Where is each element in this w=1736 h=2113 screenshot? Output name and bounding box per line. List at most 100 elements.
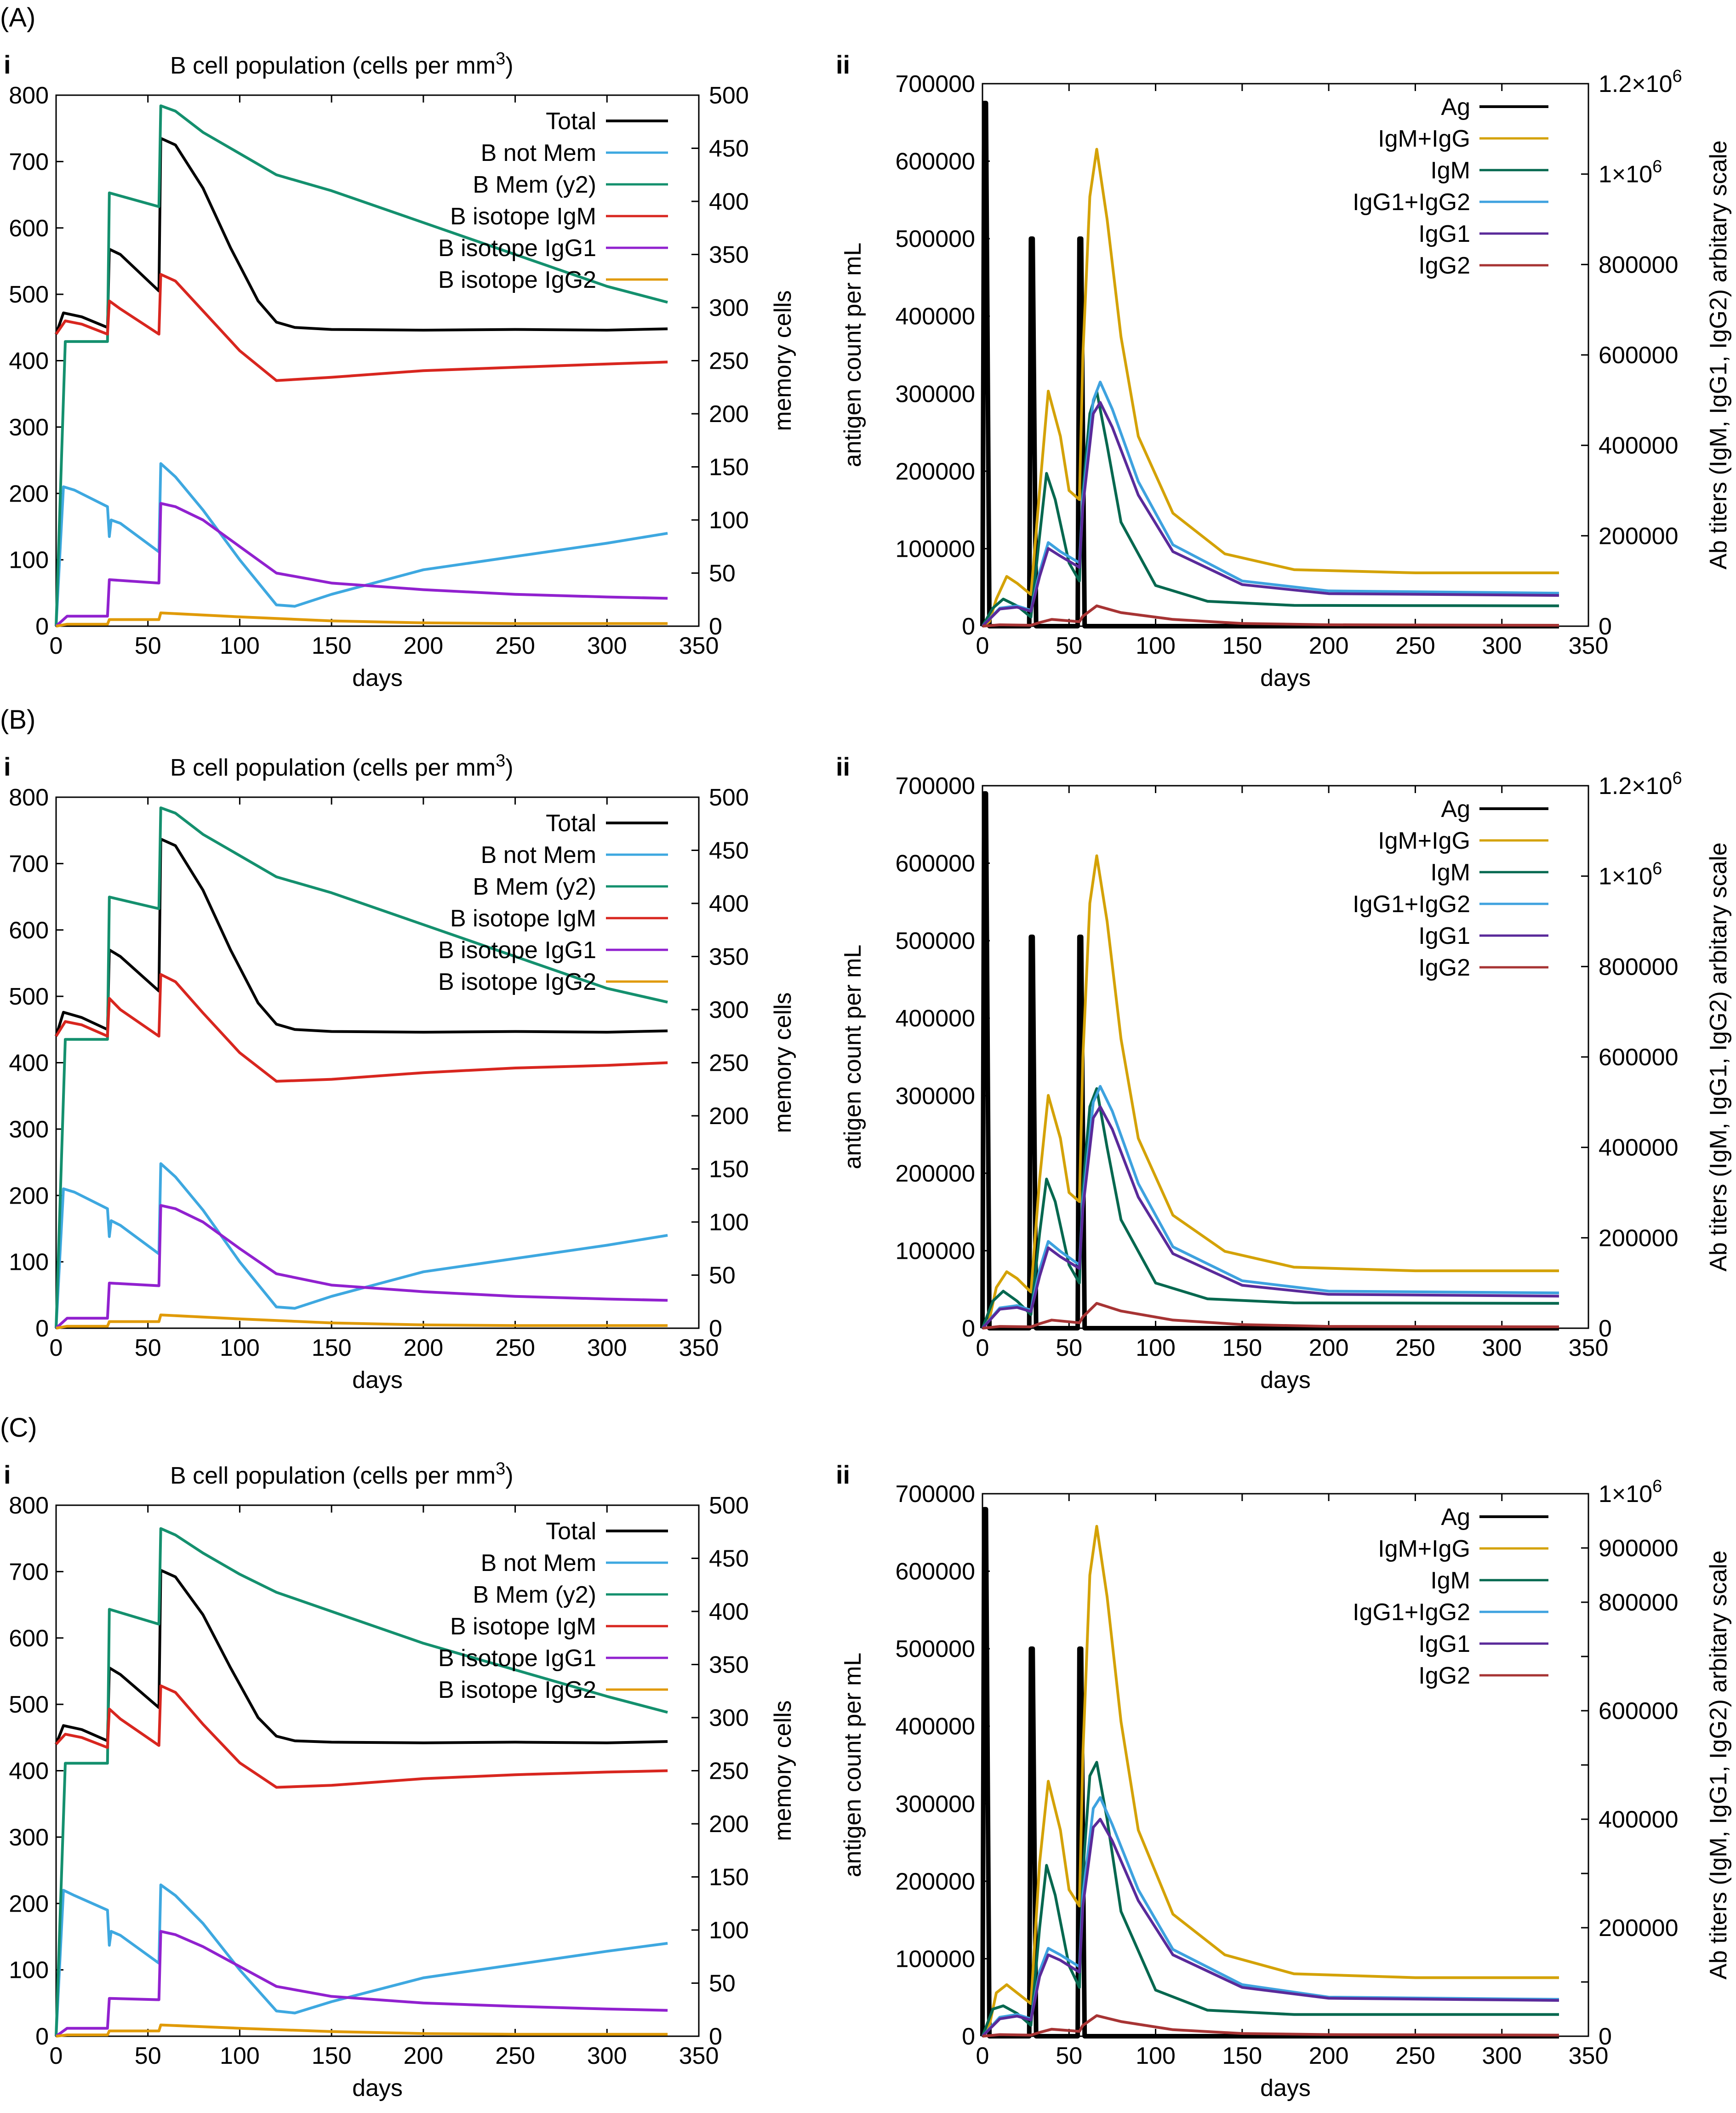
y-axis-label: antigen count per mL: [839, 945, 866, 1170]
legend-label: B not Mem: [481, 842, 596, 868]
x-tick-label: 100: [220, 633, 260, 659]
y2-tick-text: 300: [709, 1705, 749, 1731]
panel-label: (B): [0, 705, 35, 735]
y2-tick-text: 1×10: [1599, 1481, 1652, 1508]
y2-tick-text: 800000: [1599, 1589, 1679, 1616]
y-tick-label: 200000: [895, 458, 975, 485]
x-axis-label: days: [352, 2075, 403, 2102]
x-tick-label: 50: [135, 2043, 161, 2069]
series-line-ag: [980, 791, 1559, 1331]
x-tick-label: 350: [1569, 2043, 1609, 2069]
chart-i: i B cell population (cells per mm3) 0 50 100…: [4, 49, 796, 691]
panel-c: (C) i B cell population (cells per mm3) 0 50…: [0, 1413, 1732, 2102]
legend-label: B not Mem: [481, 140, 596, 166]
y-tick-label: 700000: [895, 773, 975, 800]
y2-tick-label: 900000: [1599, 1535, 1679, 1562]
y2-tick-label: 350: [709, 242, 749, 268]
y2-tick-label: 400: [709, 188, 749, 215]
y-tick-label: 300: [9, 414, 49, 441]
x-tick-label: 350: [1569, 633, 1609, 659]
y2-tick-text: 50: [709, 1970, 736, 1997]
y2-tick-label: 200000: [1599, 1915, 1679, 1942]
series-line-b-not-mem: [55, 462, 668, 627]
legend: Ag IgM+IgG IgM IgG1+IgG2 IgG1 IgG2: [1353, 796, 1548, 981]
x-tick-label: 350: [679, 2043, 719, 2069]
x-tick-label: 250: [495, 2043, 535, 2069]
y-tick-label: 500: [9, 281, 49, 308]
y2-tick-text: 450: [709, 136, 749, 162]
y-tick-label: 700000: [895, 1481, 975, 1508]
legend-label: B isotope IgG1: [438, 937, 596, 964]
chart-title-sup: 3: [496, 751, 505, 771]
chart-title: B cell population (cells per mm3): [170, 1459, 514, 1489]
series-line-igg1: [981, 1105, 1559, 1330]
y2-tick-label: 400000: [1599, 1806, 1679, 1833]
y2-tick-text: 150: [709, 454, 749, 481]
y-tick-label: 700: [9, 148, 49, 175]
y2-tick-label: 1×106: [1599, 1477, 1662, 1508]
legend-label: IgM: [1430, 859, 1470, 886]
y2-tick-label: 300: [709, 295, 749, 321]
y2-tick-label: 400: [709, 891, 749, 917]
y-tick-label: 300: [9, 1824, 49, 1851]
y2-tick-label: 400: [709, 1599, 749, 1625]
legend-label: IgM: [1430, 1567, 1470, 1594]
y-tick-label: 100: [9, 1249, 49, 1276]
y2-tick-text: 250: [709, 1050, 749, 1077]
y2-tick-label: 350: [709, 944, 749, 971]
y2-tick-label: 1×106: [1599, 859, 1662, 890]
y-tick-label: 700000: [895, 71, 975, 97]
x-tick-label: 300: [587, 2043, 627, 2069]
chart-title: B cell population (cells per mm3): [170, 49, 514, 79]
y2-tick-label: 800000: [1599, 1589, 1679, 1616]
y2-tick-label: 50: [709, 1262, 736, 1289]
y2-tick-label: 300: [709, 997, 749, 1023]
legend-label: IgG2: [1418, 954, 1470, 981]
y2-tick-label: 1×106: [1599, 157, 1662, 188]
x-tick-label: 150: [312, 1335, 352, 1361]
legend-label: B Mem (y2): [473, 171, 596, 198]
plot-frame: [55, 1504, 700, 2037]
y2-tick-text: 400: [709, 188, 749, 215]
y2-tick-text: 250: [709, 348, 749, 375]
y2-tick-label: 400000: [1599, 433, 1679, 459]
series-line-igm: [981, 389, 1559, 627]
x-tick-label: 250: [495, 633, 535, 659]
y2-tick-label: 200: [709, 1103, 749, 1130]
series-line-b-mem-y2-: [55, 806, 668, 1329]
legend-label: Total: [546, 810, 596, 837]
legend-label: Ag: [1441, 796, 1470, 822]
y2-tick-text: 200000: [1599, 1915, 1679, 1942]
y-tick-label: 600: [9, 1625, 49, 1652]
y-tick-label: 100: [9, 1957, 49, 1984]
y2-axis-label: memory cells: [770, 992, 796, 1133]
y-tick-label: 400: [9, 348, 49, 375]
legend-label: B isotope IgG1: [438, 235, 596, 262]
series-line-igm: [981, 1761, 1559, 2037]
y2-tick-label: 250: [709, 348, 749, 375]
y2-tick-label: 150: [709, 1864, 749, 1891]
x-tick-label: 200: [1309, 1335, 1349, 1361]
y2-tick-text: 150: [709, 1156, 749, 1183]
y2-tick-label: 300: [709, 1705, 749, 1731]
y-tick-label: 400000: [895, 303, 975, 330]
legend-label: B isotope IgM: [450, 1613, 596, 1640]
x-tick-label: 50: [1056, 633, 1082, 659]
series-group: [980, 101, 1559, 628]
y2-tick-label: 350: [709, 1652, 749, 1679]
x-tick-label: 0: [976, 1335, 989, 1361]
y2-tick-label: 0: [1599, 2023, 1612, 2050]
y2-tick-text: 350: [709, 1652, 749, 1679]
series-line-b-not-mem: [55, 1883, 668, 2037]
y-tick-label: 200: [9, 480, 49, 507]
legend-label: IgM: [1430, 157, 1470, 184]
series-line-ag: [980, 101, 1559, 628]
y-tick-label: 0: [962, 1315, 975, 1342]
y2-tick-text: 300: [709, 295, 749, 321]
x-tick-label: 250: [1395, 2043, 1435, 2069]
y-tick-label: 800: [9, 1492, 49, 1519]
chart-title-sup: 3: [496, 49, 505, 69]
series-line-b-isotope-igm: [55, 1684, 668, 1789]
y2-tick-label: 0: [709, 613, 722, 640]
y2-tick-sup: 6: [1673, 67, 1682, 86]
